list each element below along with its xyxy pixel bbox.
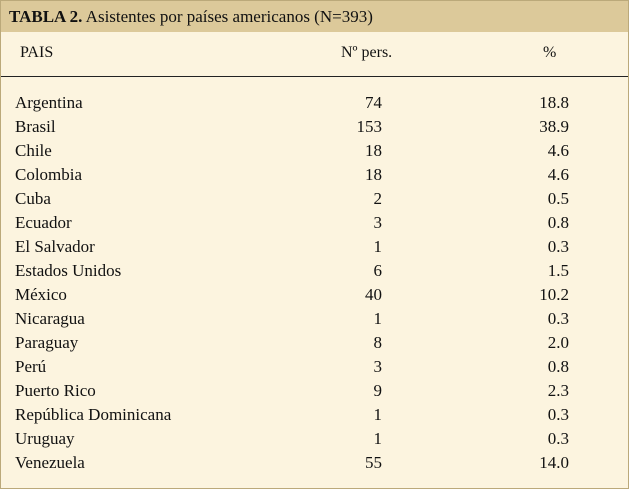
- country-cell: República Dominicana: [15, 405, 172, 424]
- table-row: República Dominicana 1 0.3: [1, 403, 628, 427]
- table-row: México 40 10.2: [1, 283, 628, 307]
- country-cell: Colombia: [15, 165, 83, 184]
- persons-cell: 18: [365, 141, 382, 160]
- country-cell: Nicaragua: [15, 309, 85, 328]
- percent-cell: 0.3: [547, 309, 569, 328]
- persons-cell: 9: [373, 381, 383, 400]
- table-title-text: Asistentes por países americanos (N=393): [82, 7, 373, 26]
- percent-cell: 0.3: [547, 405, 569, 424]
- percent-cell: 4.6: [547, 165, 569, 184]
- persons-cell: 40: [365, 285, 382, 304]
- table-row: El Salvador 1 0.3: [1, 235, 628, 259]
- percent-cell: 38.9: [539, 117, 569, 136]
- percent-cell: 2.3: [547, 381, 569, 400]
- country-cell: Argentina: [15, 93, 83, 112]
- table-row: Uruguay 1 0.3: [1, 427, 628, 451]
- persons-cell: 6: [373, 261, 383, 280]
- country-cell: Chile: [15, 141, 52, 160]
- percent-cell: 0.5: [547, 189, 569, 208]
- country-cell: Brasil: [15, 117, 56, 136]
- country-cell: Cuba: [15, 189, 51, 208]
- table-row: Venezuela 55 14.0: [1, 451, 628, 475]
- table-row: Perú 3 0.8: [1, 355, 628, 379]
- country-cell: Perú: [15, 357, 47, 376]
- persons-cell: 18: [365, 165, 382, 184]
- percent-cell: 10.2: [539, 285, 569, 304]
- percent-cell: 14.0: [539, 453, 569, 472]
- persons-cell: 1: [373, 429, 383, 448]
- country-cell: Estados Unidos: [15, 261, 122, 280]
- persons-cell: 1: [373, 309, 383, 328]
- persons-cell: 55: [365, 453, 382, 472]
- header-percent: %: [543, 44, 557, 61]
- persons-cell: 2: [373, 189, 383, 208]
- table-row: Colombia 18 4.6: [1, 163, 628, 187]
- percent-cell: 0.8: [547, 213, 569, 232]
- country-cell: Paraguay: [15, 333, 79, 352]
- table-row: Nicaragua 1 0.3: [1, 307, 628, 331]
- country-cell: México: [15, 285, 67, 304]
- persons-cell: 1: [373, 405, 383, 424]
- persons-cell: 3: [373, 213, 383, 232]
- table-row: Paraguay 8 2.0: [1, 331, 628, 355]
- table-row: Estados Unidos 6 1.5: [1, 259, 628, 283]
- persons-cell: 153: [356, 117, 383, 136]
- percent-cell: 1.5: [547, 261, 569, 280]
- table-body: Argentina 74 18.8 Brasil 153 38.9 Chile 18 4.6 Co…: [1, 91, 628, 475]
- table-row: Chile 18 4.6: [1, 139, 628, 163]
- table-header: PAIS Nº pers. %: [1, 32, 628, 77]
- country-cell: Ecuador: [15, 213, 72, 232]
- country-cell: Puerto Rico: [15, 381, 96, 400]
- table-title-number: TABLA 2.: [9, 7, 83, 26]
- table-row: Ecuador 3 0.8: [1, 211, 628, 235]
- table-row: Cuba 2 0.5: [1, 187, 628, 211]
- table-title: TABLA 2. Asistentes por países americano…: [1, 1, 628, 32]
- percent-cell: 0.3: [547, 237, 569, 256]
- country-cell: El Salvador: [15, 237, 95, 256]
- persons-cell: 8: [373, 333, 383, 352]
- table-row: Argentina 74 18.8: [1, 91, 628, 115]
- header-pais: PAIS: [20, 44, 54, 61]
- table-row: Brasil 153 38.9: [1, 115, 628, 139]
- percent-cell: 4.6: [547, 141, 569, 160]
- percent-cell: 0.3: [547, 429, 569, 448]
- table-row: Puerto Rico 9 2.3: [1, 379, 628, 403]
- persons-cell: 3: [373, 357, 383, 376]
- persons-cell: 74: [365, 93, 382, 112]
- country-cell: Uruguay: [15, 429, 75, 448]
- persons-cell: 1: [373, 237, 383, 256]
- percent-cell: 2.0: [547, 333, 569, 352]
- header-persons: Nº pers.: [341, 44, 393, 61]
- percent-cell: 18.8: [539, 93, 569, 112]
- percent-cell: 0.8: [547, 357, 569, 376]
- country-cell: Venezuela: [15, 453, 85, 472]
